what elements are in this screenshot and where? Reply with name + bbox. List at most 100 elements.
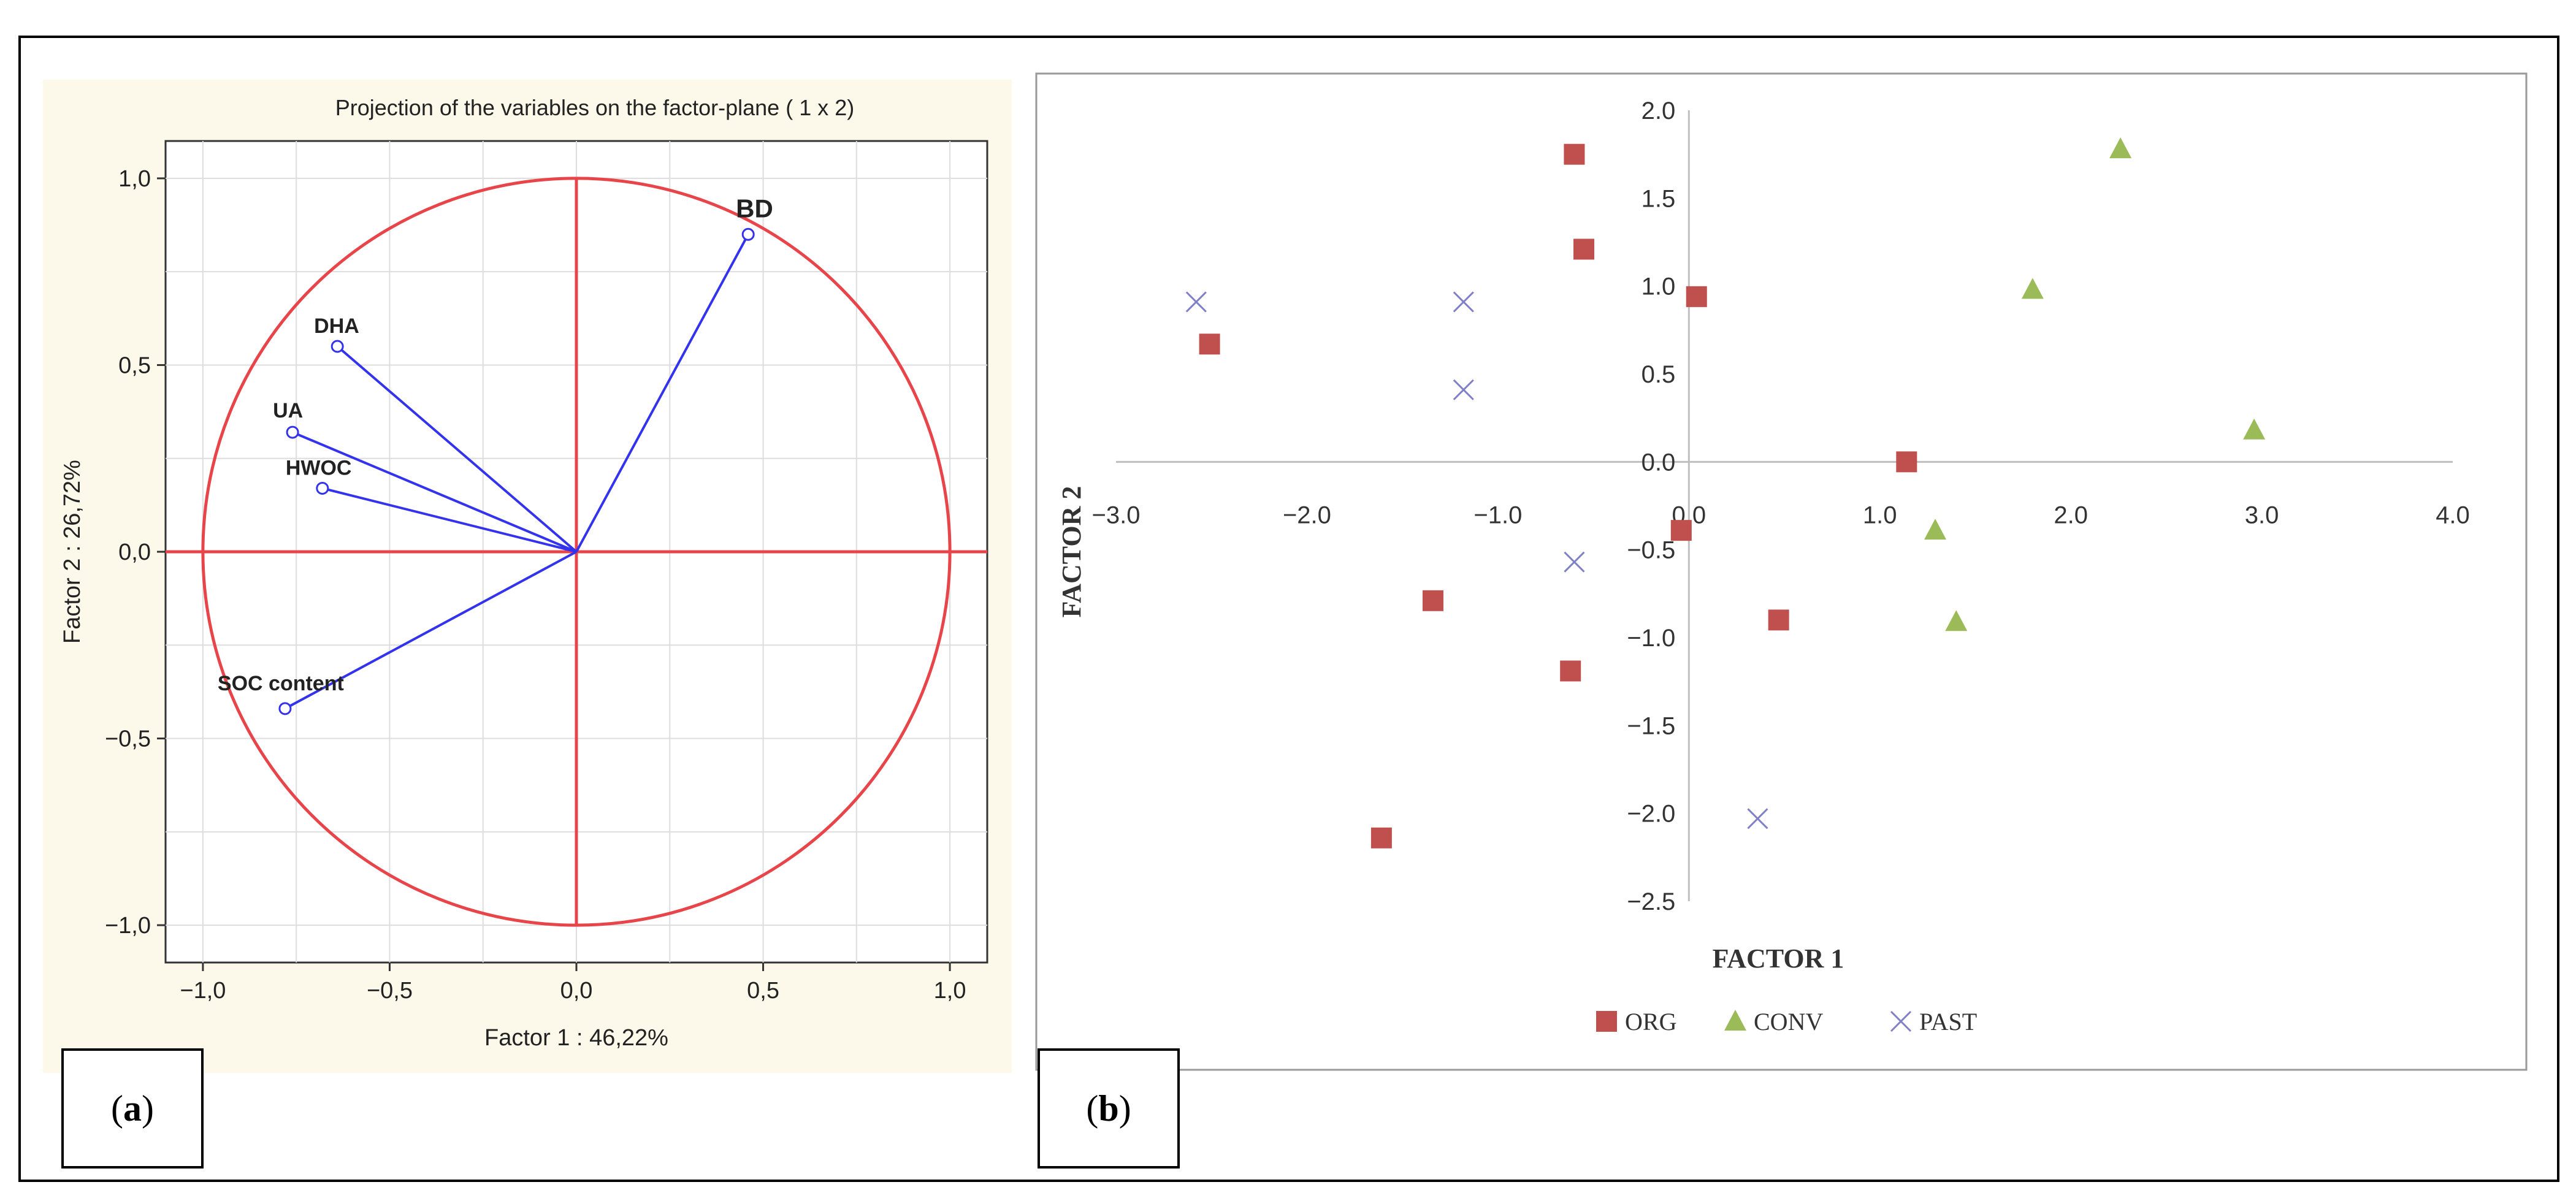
panel-a-y-ticks: −1,0 −0,5 0,0 0,5 1,0 bbox=[105, 166, 166, 939]
x-tick-label: 1.0 bbox=[1863, 501, 1897, 528]
legend-label-conv: CONV bbox=[1754, 1008, 1823, 1035]
y-tick-label: 1,0 bbox=[118, 166, 151, 192]
legend-marker-org bbox=[1596, 1011, 1617, 1032]
x-tick-label: 2.0 bbox=[2054, 501, 2088, 528]
panel-a-vectors: BD DHA UA HWOC SOC content bbox=[218, 194, 773, 715]
point-conv bbox=[1924, 519, 1947, 540]
x-tick-label: 0,5 bbox=[747, 978, 779, 1004]
vector-point bbox=[331, 340, 344, 353]
point-org bbox=[1768, 609, 1789, 631]
vector-label: BD bbox=[736, 194, 773, 223]
panel-b-y-axis-label: FACTOR 2 bbox=[1057, 486, 1087, 618]
point-org bbox=[1560, 660, 1581, 682]
panel-a-x-ticks: −1,0 −0,5 0,0 0,5 1,0 bbox=[180, 963, 966, 1004]
point-conv bbox=[2243, 418, 2266, 440]
point-past bbox=[1185, 291, 1207, 313]
vector-dha bbox=[336, 345, 578, 553]
y-tick-label: −2.0 bbox=[1627, 801, 1675, 828]
point-org bbox=[1896, 451, 1917, 473]
point-org bbox=[1564, 143, 1585, 165]
x-marker-stroke bbox=[1453, 291, 1474, 313]
panel-b-border bbox=[1035, 72, 2528, 1071]
legend-label-org: ORG bbox=[1625, 1008, 1676, 1035]
x-tick-label: −1,0 bbox=[180, 978, 226, 1004]
point-org bbox=[1370, 827, 1392, 848]
point-past bbox=[1453, 379, 1474, 400]
panel-b: −3.0 −2.0 −1.0 0.0 1.0 2.0 3.0 4.0 −2.5 −2.0 −1.5… bbox=[1035, 72, 2528, 1071]
y-tick-label: 0,0 bbox=[118, 539, 151, 565]
x-tick-label: 4.0 bbox=[2436, 501, 2470, 528]
legend-marker-conv bbox=[1724, 1010, 1746, 1031]
y-tick-label: −0,5 bbox=[105, 726, 151, 752]
point-org bbox=[1573, 238, 1594, 260]
panel-b-y-ticks: −2.5 −2.0 −1.5 −1.0 −0.5 0.0 0.5 1.0 1.5 2.0 bbox=[1627, 97, 1675, 915]
vector-point bbox=[741, 227, 755, 241]
panel-a-label: (a) bbox=[61, 1048, 204, 1169]
y-tick-label: 0,5 bbox=[118, 353, 151, 378]
x-tick-label: −1.0 bbox=[1473, 501, 1522, 528]
panel-b-label-letter: b bbox=[1098, 1088, 1119, 1129]
vector-soc-content bbox=[284, 551, 577, 710]
vector-point bbox=[278, 702, 292, 715]
y-tick-label: 1.0 bbox=[1642, 273, 1676, 300]
x-tick-label: −0,5 bbox=[367, 978, 413, 1004]
legend-marker-past bbox=[1890, 1010, 1912, 1032]
panel-b-legend: ORG CONV PAST bbox=[1596, 1008, 1977, 1035]
figure-border bbox=[18, 36, 2559, 1182]
panel-a-y-axis-label: Factor 2 : 26,72% bbox=[59, 460, 85, 644]
point-org bbox=[1670, 520, 1692, 541]
panel-a-label-letter: a bbox=[123, 1088, 142, 1129]
panel-a-label-open: ( bbox=[111, 1088, 123, 1129]
panel-a-title: Projection of the variables on the facto… bbox=[335, 95, 854, 120]
vector-bd bbox=[575, 234, 749, 552]
vector-hwoc bbox=[322, 487, 577, 553]
point-conv bbox=[1945, 610, 1968, 631]
x-tick-label: 3.0 bbox=[2245, 501, 2279, 528]
panel-b-label: (b) bbox=[1038, 1048, 1180, 1169]
panel-b-x-ticks: −3.0 −2.0 −1.0 0.0 1.0 2.0 3.0 4.0 bbox=[1092, 501, 2470, 528]
y-tick-label: −1.5 bbox=[1627, 712, 1675, 739]
x-marker-stroke bbox=[1185, 291, 1207, 313]
panel-b-label-open: ( bbox=[1086, 1088, 1099, 1129]
y-tick-label: −0.5 bbox=[1627, 537, 1675, 564]
vector-point bbox=[316, 481, 329, 495]
panel-a: Projection of the variables on the facto… bbox=[43, 80, 1012, 1073]
vector-label: UA bbox=[273, 399, 303, 422]
panel-b-points bbox=[1185, 137, 2266, 848]
point-org bbox=[1422, 590, 1443, 611]
legend-label-past: PAST bbox=[1919, 1008, 1977, 1035]
panel-b-x-axis-label: FACTOR 1 bbox=[1713, 944, 1844, 974]
x-tick-label: −2.0 bbox=[1283, 501, 1331, 528]
panel-a-x-axis-label: Factor 1 : 46,22% bbox=[484, 1025, 668, 1051]
point-past bbox=[1747, 808, 1768, 829]
y-tick-label: 1.5 bbox=[1642, 185, 1676, 212]
y-tick-label: 2.0 bbox=[1642, 97, 1676, 124]
x-tick-label: 1,0 bbox=[934, 978, 966, 1004]
x-marker-stroke bbox=[1890, 1010, 1912, 1032]
y-tick-label: 0.5 bbox=[1642, 361, 1676, 388]
vector-ua bbox=[292, 431, 577, 553]
point-past bbox=[1453, 291, 1474, 313]
point-org bbox=[1686, 286, 1707, 307]
vector-label: HWOC bbox=[286, 456, 352, 479]
x-marker-stroke bbox=[1747, 808, 1768, 829]
vector-point bbox=[286, 425, 299, 439]
y-tick-label: −2.5 bbox=[1627, 888, 1675, 915]
y-tick-label: 0.0 bbox=[1642, 449, 1676, 476]
x-tick-label: 0,0 bbox=[560, 978, 593, 1004]
x-marker-stroke bbox=[1564, 551, 1585, 573]
x-tick-label: −3.0 bbox=[1092, 501, 1141, 528]
vector-label: SOC content bbox=[218, 672, 344, 695]
point-past bbox=[1564, 551, 1585, 573]
point-org bbox=[1199, 334, 1220, 355]
panel-a-label-close: ) bbox=[142, 1088, 154, 1129]
point-conv bbox=[2021, 278, 2044, 299]
vector-label: DHA bbox=[314, 315, 359, 338]
x-marker-stroke bbox=[1453, 379, 1474, 400]
panel-b-label-close: ) bbox=[1118, 1088, 1131, 1129]
panel-b-axes bbox=[1116, 110, 2453, 901]
y-tick-label: −1.0 bbox=[1627, 625, 1675, 652]
y-tick-label: −1,0 bbox=[105, 913, 151, 939]
point-conv bbox=[2109, 137, 2132, 159]
